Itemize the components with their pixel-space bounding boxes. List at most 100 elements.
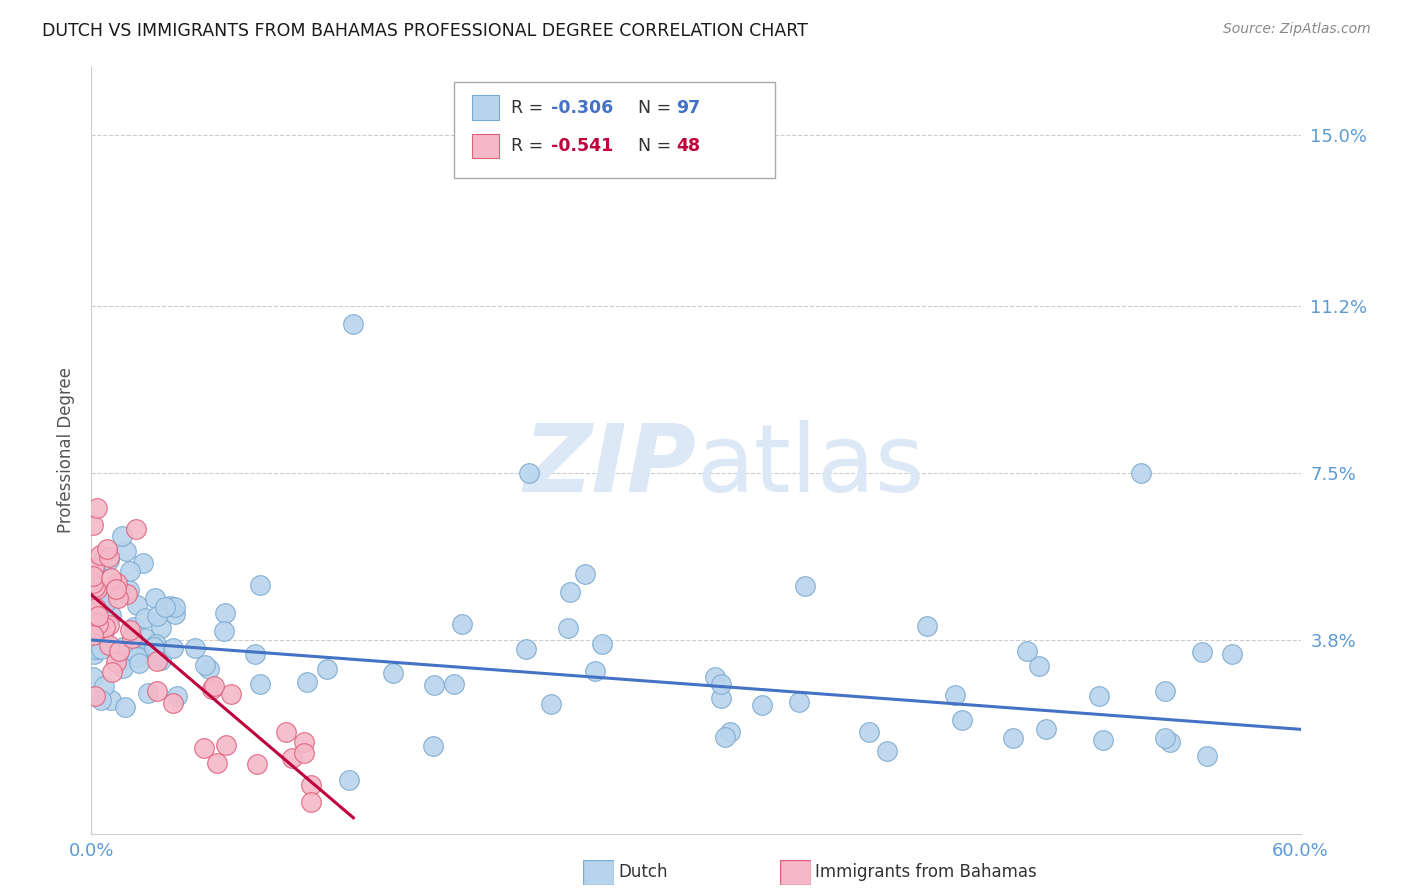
- Point: [82, 575, 104, 590]
- Point: [117, 586, 139, 600]
- Text: atlas: atlas: [696, 420, 924, 512]
- Point: [82, 628, 104, 642]
- Point: [84, 601, 107, 615]
- Point: [90, 693, 112, 707]
- Point: [100, 608, 122, 623]
- Point: [710, 677, 733, 691]
- Point: [515, 641, 537, 656]
- Point: [134, 611, 156, 625]
- Point: [718, 724, 741, 739]
- Point: [205, 756, 228, 771]
- Point: [134, 631, 156, 645]
- Point: [574, 567, 596, 582]
- Point: [558, 585, 581, 599]
- Point: [101, 665, 124, 679]
- Point: [93, 679, 115, 693]
- Point: [86, 500, 108, 515]
- Point: [294, 735, 316, 749]
- Point: [517, 466, 540, 480]
- Point: [84, 615, 107, 629]
- Point: [90, 554, 112, 568]
- Point: [381, 665, 404, 680]
- Point: [90, 596, 112, 610]
- Point: [245, 647, 267, 661]
- Point: [127, 649, 149, 664]
- Point: [86, 619, 108, 633]
- Point: [124, 522, 146, 536]
- Point: [86, 642, 108, 657]
- Point: [166, 689, 188, 703]
- Point: [1017, 644, 1039, 658]
- Point: [90, 641, 112, 656]
- Point: [163, 607, 186, 621]
- Point: [202, 679, 225, 693]
- Point: [84, 689, 107, 703]
- Point: [82, 518, 104, 533]
- Point: [100, 571, 122, 585]
- Point: [200, 681, 222, 696]
- Point: [858, 725, 880, 739]
- Point: [111, 529, 134, 543]
- Point: [198, 662, 221, 676]
- Point: [591, 637, 613, 651]
- Point: [159, 599, 181, 613]
- Point: [112, 661, 135, 675]
- Point: [142, 640, 165, 654]
- Point: [704, 670, 727, 684]
- Point: [82, 643, 104, 657]
- Point: [132, 556, 155, 570]
- Point: [121, 632, 143, 646]
- Point: [84, 605, 107, 619]
- Point: [423, 678, 446, 692]
- Point: [249, 677, 271, 691]
- Point: [249, 578, 271, 592]
- Point: [145, 637, 167, 651]
- Point: [1091, 733, 1114, 747]
- Point: [212, 624, 235, 638]
- Point: [134, 648, 156, 662]
- Point: [337, 772, 360, 787]
- Point: [107, 644, 129, 658]
- Point: [105, 582, 128, 596]
- Point: [915, 619, 938, 633]
- Point: [342, 317, 364, 331]
- Bar: [472, 134, 499, 158]
- Point: [100, 693, 122, 707]
- Point: [1035, 722, 1057, 736]
- Point: [1220, 647, 1243, 661]
- FancyBboxPatch shape: [454, 82, 775, 178]
- Point: [118, 623, 141, 637]
- Point: [787, 696, 810, 710]
- Point: [162, 696, 184, 710]
- Bar: [472, 95, 499, 120]
- Point: [89, 548, 111, 562]
- Point: [153, 600, 176, 615]
- Point: [93, 620, 115, 634]
- Point: [83, 648, 105, 662]
- Point: [422, 739, 444, 753]
- Point: [98, 550, 121, 565]
- Text: R =: R =: [510, 136, 548, 155]
- Point: [292, 746, 315, 760]
- Point: [96, 595, 118, 609]
- Point: [146, 648, 169, 663]
- Point: [136, 686, 159, 700]
- Point: [1087, 689, 1109, 703]
- Point: [299, 796, 322, 810]
- Point: [96, 541, 118, 556]
- Point: [146, 684, 169, 698]
- Point: [149, 653, 172, 667]
- Point: [118, 583, 141, 598]
- Text: -0.306: -0.306: [551, 98, 613, 117]
- Point: [713, 730, 735, 744]
- Text: N =: N =: [638, 136, 676, 155]
- Point: [115, 544, 138, 558]
- Point: [557, 621, 579, 635]
- Text: ZIP: ZIP: [523, 420, 696, 512]
- Point: [876, 744, 898, 758]
- Point: [194, 657, 217, 672]
- Point: [143, 591, 166, 605]
- Text: 97: 97: [676, 98, 700, 117]
- Text: Immigrants from Bahamas: Immigrants from Bahamas: [815, 863, 1038, 881]
- Point: [98, 639, 121, 653]
